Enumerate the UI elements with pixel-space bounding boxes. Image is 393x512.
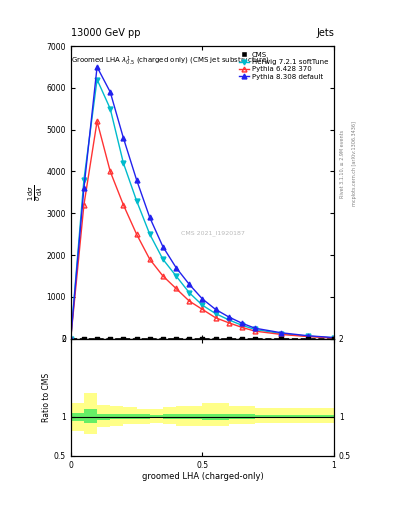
Point [134,334,140,343]
Point [173,334,179,343]
Text: Groomed LHA $\lambda^{1}_{0.5}$ (charged only) (CMS jet substructure): Groomed LHA $\lambda^{1}_{0.5}$ (charged… [72,55,270,68]
Text: Jets: Jets [316,28,334,38]
Point [226,334,232,343]
Text: mcplots.cern.ch [arXiv:1306.3436]: mcplots.cern.ch [arXiv:1306.3436] [352,121,357,206]
Point [107,334,113,343]
Point [199,334,206,343]
Point [278,334,285,343]
Point [81,334,87,343]
Point [147,334,153,343]
Legend: CMS, Herwig 7.2.1 softTune, Pythia 6.428 370, Pythia 8.308 default: CMS, Herwig 7.2.1 softTune, Pythia 6.428… [237,50,331,82]
X-axis label: groomed LHA (charged-only): groomed LHA (charged-only) [141,472,263,481]
Point [186,334,193,343]
Point [160,334,166,343]
Y-axis label: $\frac{1}{\sigma}\frac{\mathrm{d}\sigma}{\mathrm{d}\lambda}$: $\frac{1}{\sigma}\frac{\mathrm{d}\sigma}… [27,184,45,201]
Point [331,334,337,343]
Point [252,334,258,343]
Point [239,334,245,343]
Text: 13000 GeV pp: 13000 GeV pp [71,28,140,38]
Point [94,334,100,343]
Point [305,334,311,343]
Text: Rivet 3.1.10, ≥ 2.9M events: Rivet 3.1.10, ≥ 2.9M events [340,130,345,198]
Point [212,334,219,343]
Point [120,334,127,343]
Y-axis label: Ratio to CMS: Ratio to CMS [42,373,51,422]
Text: CMS 2021_I1920187: CMS 2021_I1920187 [181,230,245,236]
